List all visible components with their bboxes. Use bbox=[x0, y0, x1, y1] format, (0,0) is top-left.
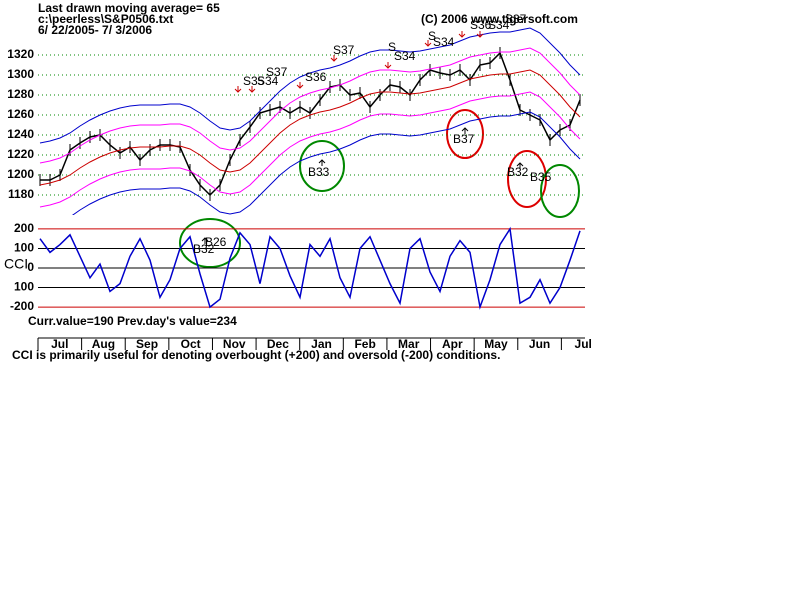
month-label: Oct bbox=[181, 337, 201, 351]
signal-label: S34 bbox=[433, 35, 455, 49]
series-line bbox=[39, 69, 581, 186]
signal-circle bbox=[446, 109, 484, 159]
note: CCI is primarily useful for denoting ove… bbox=[12, 348, 500, 362]
signal-circle bbox=[179, 218, 241, 268]
sell-arrow bbox=[296, 82, 304, 89]
header-line: c:\peerless\S&P0506.txt bbox=[38, 12, 173, 26]
y-tick-label: 1200 bbox=[7, 167, 34, 181]
signal-label: B35 bbox=[530, 170, 552, 184]
series-line bbox=[39, 27, 581, 144]
y-tick-label: 1300 bbox=[7, 67, 34, 81]
signal-label: S37 bbox=[266, 65, 288, 79]
series-line bbox=[39, 91, 581, 208]
month-label: Jan bbox=[311, 337, 332, 351]
current-value: Curr.value=190 Prev.day's value=234 bbox=[28, 314, 237, 328]
copyright: (C) 2006 www.tigersoft.com bbox=[421, 12, 578, 26]
month-label: Jun bbox=[529, 337, 550, 351]
month-label: Nov bbox=[223, 337, 246, 351]
signal-label: S34 bbox=[257, 74, 279, 88]
header-line: Last drawn moving average= 65 bbox=[38, 1, 220, 15]
y-tick-label: 1320 bbox=[7, 47, 34, 61]
y-tick-label: 1280 bbox=[7, 87, 34, 101]
signal-label: S37 bbox=[333, 43, 355, 57]
y-tick-label: 100 bbox=[14, 280, 34, 294]
signal-label: B26 bbox=[205, 235, 227, 249]
sell-arrow bbox=[476, 31, 484, 38]
buy-arrow bbox=[318, 159, 326, 166]
y-tick-label: 1260 bbox=[7, 107, 34, 121]
signal-label: S35 bbox=[243, 74, 265, 88]
buy-arrow bbox=[461, 127, 469, 134]
signal-label: S36 bbox=[305, 70, 327, 84]
month-label: Apr bbox=[442, 337, 463, 351]
series-line bbox=[39, 47, 581, 164]
signal-label: S34 bbox=[394, 49, 416, 63]
y-tick-label: 1240 bbox=[7, 127, 34, 141]
month-label: Feb bbox=[354, 337, 375, 351]
sell-arrow bbox=[424, 40, 432, 47]
header-line: 6/ 22/2005- 7/ 3/2006 bbox=[38, 23, 152, 37]
month-label: Jul bbox=[51, 337, 68, 351]
series-line bbox=[71, 111, 581, 215]
y-tick-label: -200 bbox=[10, 299, 34, 313]
signal-label: S bbox=[428, 29, 436, 43]
y-axis-label: CCI bbox=[4, 256, 28, 272]
signal-label: S34 bbox=[488, 18, 510, 32]
buy-arrow bbox=[201, 237, 209, 244]
month-label: Dec bbox=[267, 337, 289, 351]
sell-arrow bbox=[458, 31, 466, 38]
y-tick-label: 200 bbox=[14, 221, 34, 235]
sell-arrow bbox=[330, 55, 338, 62]
month-label: Mar bbox=[398, 337, 420, 351]
series-line bbox=[39, 226, 581, 310]
buy-arrow bbox=[516, 162, 524, 169]
signal-circle bbox=[540, 164, 580, 218]
sell-arrow bbox=[248, 86, 256, 93]
sell-arrow bbox=[384, 62, 392, 69]
y-tick-label: 1220 bbox=[7, 147, 34, 161]
signal-label: B32 bbox=[193, 242, 215, 256]
y-tick-label: 100 bbox=[14, 241, 34, 255]
month-label: Jul bbox=[575, 337, 592, 351]
signal-label: B33 bbox=[308, 165, 330, 179]
signal-circle bbox=[507, 150, 547, 208]
signal-label: B37 bbox=[453, 132, 475, 146]
y-tick-label: 1180 bbox=[8, 187, 34, 201]
signal-label: B32 bbox=[507, 165, 529, 179]
signal-label: S bbox=[388, 40, 396, 54]
signal-label: S36 bbox=[470, 18, 492, 32]
signal-label: S37 bbox=[505, 12, 527, 26]
signal-circle bbox=[299, 140, 345, 192]
month-label: Aug bbox=[92, 337, 115, 351]
month-label: May bbox=[484, 337, 508, 351]
month-label: Sep bbox=[136, 337, 158, 351]
y-tick-label: 0 bbox=[27, 260, 34, 274]
sell-arrow bbox=[234, 86, 242, 93]
